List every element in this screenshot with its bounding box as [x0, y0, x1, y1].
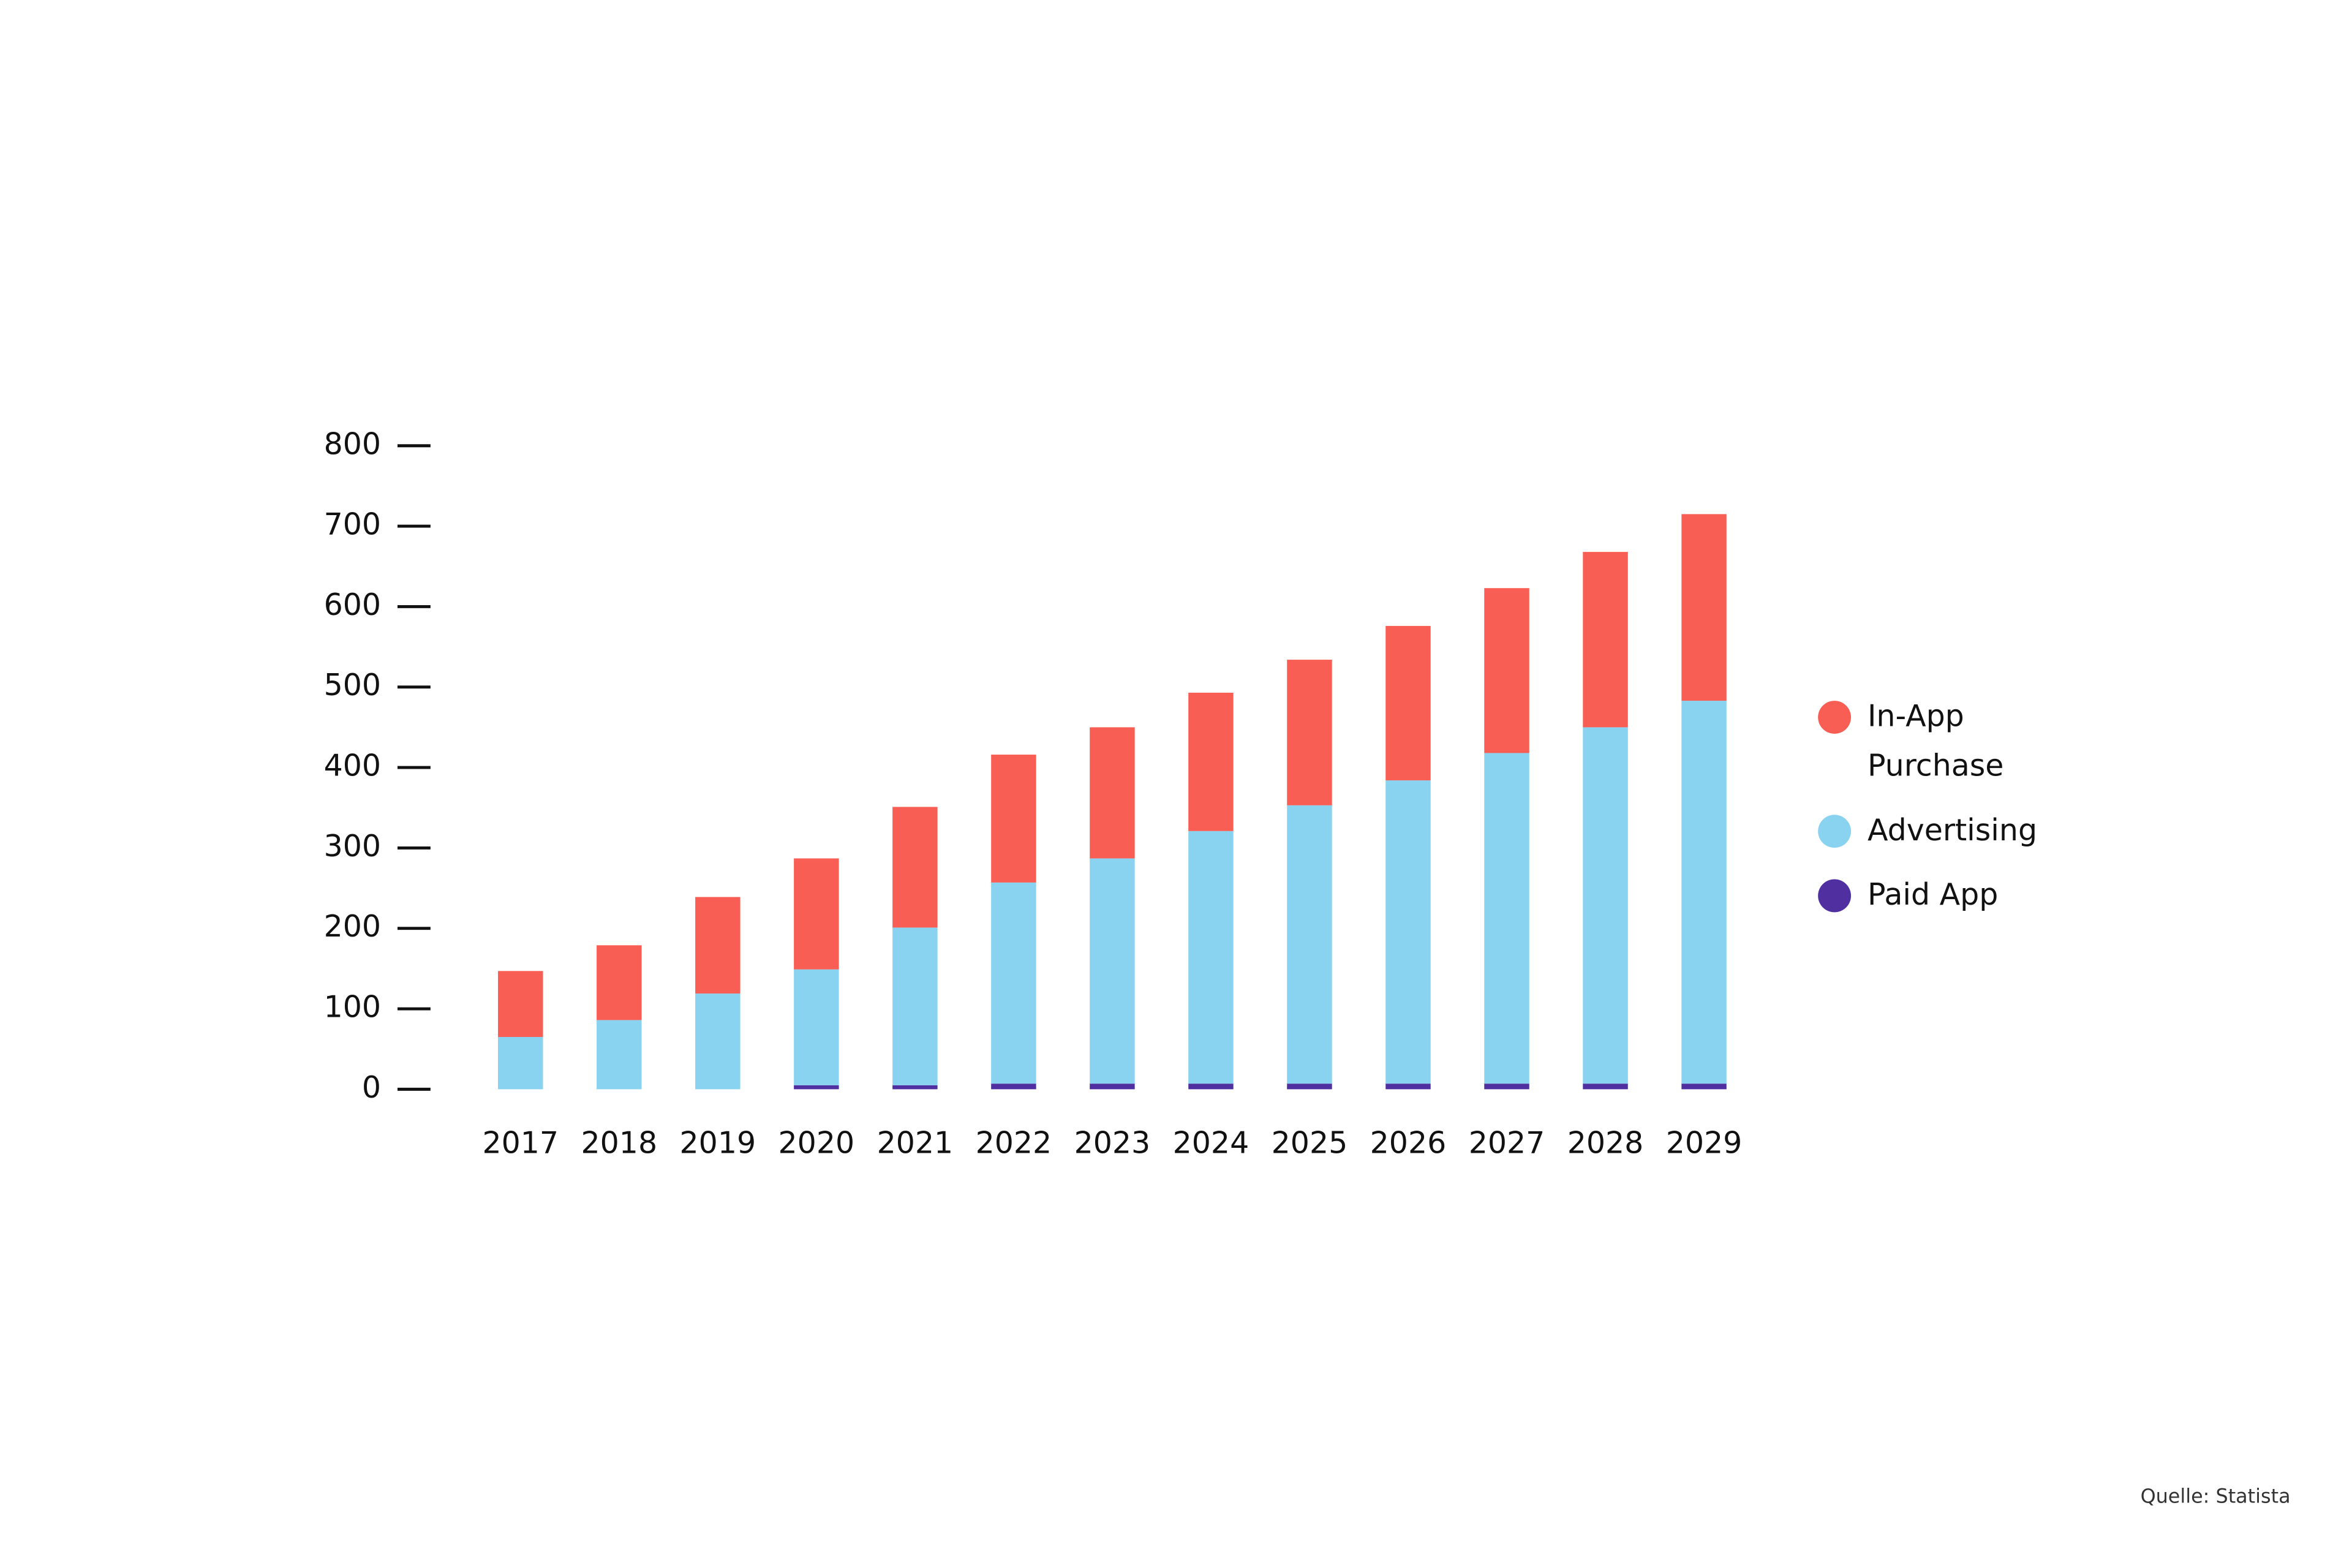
- bar-segment: [1583, 727, 1628, 1084]
- bar-segment: [1287, 1084, 1332, 1090]
- bar-segment: [1188, 831, 1234, 1084]
- bar-segment: [498, 971, 543, 1038]
- bar-segment: [794, 969, 839, 1085]
- x-tick-label: 2021: [877, 1125, 954, 1160]
- bar-segment: [991, 882, 1036, 1084]
- bar-segment: [1287, 660, 1332, 805]
- bar-segment: [892, 807, 938, 928]
- legend-item: In-App Purchase: [1867, 698, 2004, 783]
- legend-marker: [1818, 701, 1852, 734]
- bar-segment: [1188, 692, 1234, 831]
- bar-segment: [498, 1037, 543, 1090]
- legend-marker: [1818, 815, 1852, 848]
- bar-segment: [1484, 753, 1529, 1084]
- bar-segment: [1090, 1084, 1135, 1090]
- x-tick-label: 2017: [482, 1125, 559, 1160]
- y-tick-label: 200: [324, 909, 381, 944]
- y-tick-label: 600: [324, 587, 381, 622]
- bar-segment: [597, 1020, 642, 1090]
- legend-marker: [1818, 879, 1852, 913]
- bar-segment: [695, 993, 741, 1090]
- bar-segment: [1484, 1084, 1529, 1090]
- y-tick-label: 0: [362, 1070, 381, 1105]
- bar-segment: [1188, 1084, 1234, 1090]
- bar-segment: [1681, 701, 1727, 1084]
- bar-segment: [1484, 588, 1529, 753]
- bar-segment: [1385, 1084, 1431, 1090]
- bar-segment: [1090, 727, 1135, 859]
- y-tick-label: 500: [324, 668, 381, 703]
- y-tick-label: 400: [324, 748, 381, 783]
- x-tick-label: 2026: [1370, 1125, 1447, 1160]
- x-tick-label: 2028: [1567, 1125, 1644, 1160]
- x-tick-label: 2022: [976, 1125, 1052, 1160]
- bar-segment: [991, 755, 1036, 883]
- x-tick-label: 2024: [1173, 1125, 1250, 1160]
- bar-segment: [794, 1085, 839, 1090]
- bar-segment: [991, 1084, 1036, 1090]
- x-tick-label: 2025: [1272, 1125, 1348, 1160]
- bar-segment: [1385, 625, 1431, 781]
- x-tick-label: 2023: [1074, 1125, 1151, 1160]
- y-tick-label: 100: [324, 990, 381, 1025]
- bar-segment: [1583, 1084, 1628, 1090]
- bar-segment: [1385, 780, 1431, 1084]
- bar-segment: [1090, 858, 1135, 1084]
- legend-label: Paid App: [1867, 876, 1999, 913]
- bar-segment: [1287, 805, 1332, 1084]
- legend-item: Paid App: [1867, 876, 1999, 913]
- bar-segment: [1583, 552, 1628, 728]
- x-tick-label: 2018: [581, 1125, 658, 1160]
- bar-segment: [1681, 1084, 1727, 1090]
- legend-item: Advertising: [1867, 812, 2038, 848]
- bar-segment: [892, 1085, 938, 1090]
- bar-segment: [1681, 514, 1727, 701]
- bar-segment: [597, 945, 642, 1020]
- x-tick-label: 2029: [1666, 1125, 1743, 1160]
- y-tick-label: 700: [324, 507, 381, 542]
- bar-segment: [892, 927, 938, 1085]
- legend-label: In-App Purchase: [1867, 698, 2004, 783]
- legend-label: Advertising: [1867, 812, 2038, 848]
- bar-segment: [794, 858, 839, 970]
- bar-segment: [695, 897, 741, 994]
- x-tick-label: 2019: [680, 1125, 756, 1160]
- y-tick-label: 800: [324, 426, 381, 461]
- x-tick-label: 2027: [1469, 1125, 1545, 1160]
- y-tick-label: 300: [324, 829, 381, 864]
- source: Quelle: Statista: [2141, 1484, 2291, 1507]
- x-tick-label: 2020: [778, 1125, 855, 1160]
